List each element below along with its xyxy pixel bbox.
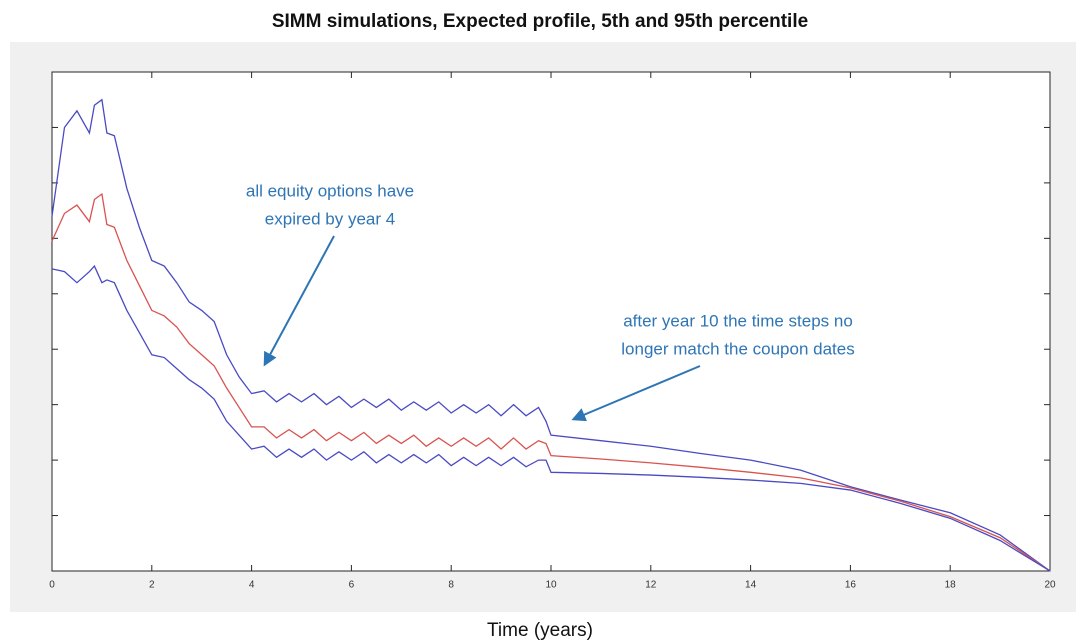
series-line (51, 264, 1051, 572)
series-line (51, 98, 1051, 572)
x-tick-label: 20 (1044, 580, 1056, 591)
annotation-arrow (263, 235, 335, 367)
annotation-arrow (571, 365, 701, 422)
series-line (51, 192, 1051, 572)
annotation: after year 10 the time steps no (623, 311, 853, 330)
annotation: expired by year 4 (265, 209, 395, 228)
chart-title: SIMM simulations, Expected profile, 5th … (272, 11, 808, 32)
x-tick-label: 10 (545, 580, 557, 591)
plot-area (51, 71, 1051, 572)
x-tick-label: 0 (49, 580, 55, 591)
x-axis-label: Time (years) (487, 620, 593, 641)
x-tick-label: 2 (149, 580, 155, 591)
x-tick-label: 16 (845, 580, 857, 591)
x-tick-label: 18 (945, 580, 957, 591)
x-tick-label: 8 (448, 580, 454, 591)
x-tick-label: 4 (249, 580, 255, 591)
x-tick-label: 12 (645, 580, 657, 591)
annotation: all equity options have (246, 181, 414, 200)
x-tick-label: 6 (349, 580, 355, 591)
annotation: longer match the coupon dates (621, 339, 854, 358)
x-tick-label: 14 (745, 580, 757, 591)
